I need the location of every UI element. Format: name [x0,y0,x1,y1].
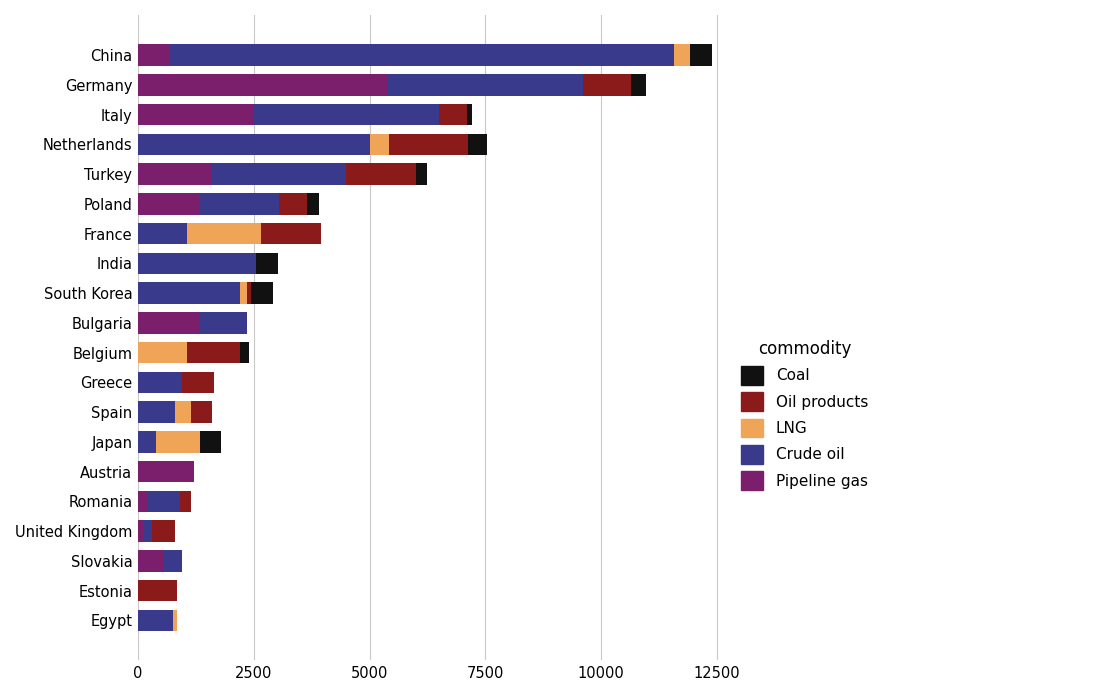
Bar [261,223,321,244]
Bar [240,342,249,363]
Bar [138,372,182,393]
Bar [256,253,278,274]
Bar [138,223,187,244]
Bar [138,610,173,631]
Bar [169,45,674,65]
Bar [138,104,254,125]
Bar [179,491,191,512]
Bar [164,550,182,571]
Bar [346,164,416,184]
Bar [388,74,583,95]
Bar [175,402,191,423]
Bar [212,164,346,184]
Bar [138,253,256,274]
Bar [152,521,175,542]
Bar [187,223,261,244]
Bar [389,134,469,155]
Bar [187,342,240,363]
Bar [466,104,472,125]
Bar [370,134,389,155]
Bar [138,312,200,333]
Bar [138,461,194,482]
Bar [200,312,246,333]
Bar [279,193,307,214]
Bar [439,104,466,125]
Bar [138,164,212,184]
Bar [138,431,156,452]
Bar [631,74,646,95]
Bar [200,431,221,452]
Bar [254,104,439,125]
Bar [138,521,143,542]
Bar [246,283,252,303]
Bar [191,402,212,423]
Bar [156,431,200,452]
Bar [147,491,179,512]
Bar [240,283,246,303]
Bar [138,193,200,214]
Bar [469,134,486,155]
Bar [307,193,319,214]
Bar [138,580,177,601]
Legend: Coal, Oil products, LNG, Crude oil, Pipeline gas: Coal, Oil products, LNG, Crude oil, Pipe… [740,340,868,490]
Bar [674,45,690,65]
Bar [416,164,428,184]
Bar [138,283,240,303]
Bar [200,193,279,214]
Bar [138,134,370,155]
Bar [252,283,273,303]
Bar [690,45,712,65]
Bar [138,402,175,423]
Bar [138,74,388,95]
Bar [182,372,214,393]
Bar [138,45,169,65]
Bar [583,74,631,95]
Bar [173,610,177,631]
Bar [138,491,147,512]
Bar [138,342,187,363]
Bar [143,521,152,542]
Bar [138,550,164,571]
